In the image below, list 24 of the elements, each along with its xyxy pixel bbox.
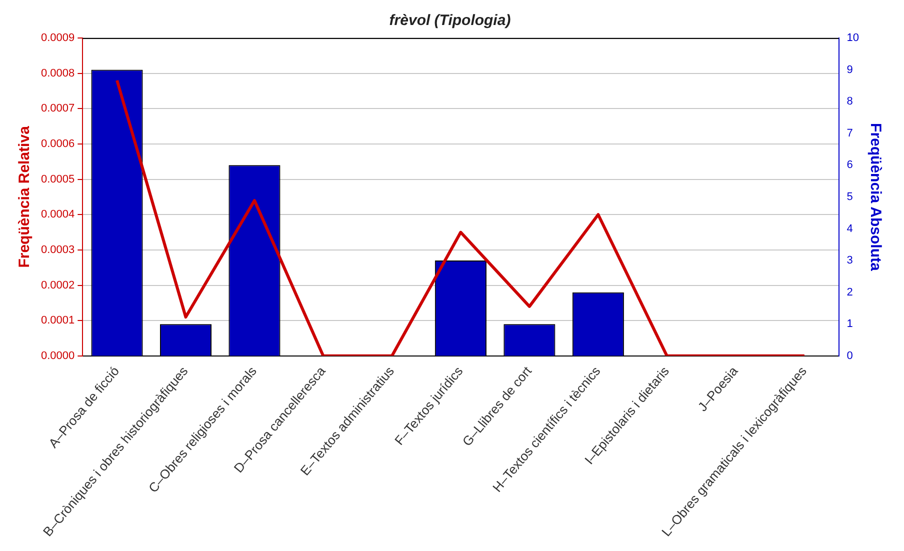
y-tick-label: 0.0007 xyxy=(40,102,75,115)
y2-axis-title: Freqüència Absoluta xyxy=(866,123,884,272)
y2-tick-label: 7 xyxy=(846,127,853,140)
y-tick-label: 0.0001 xyxy=(40,314,75,327)
y2-tick-label: 8 xyxy=(846,96,853,108)
y2-tick-label: 0 xyxy=(846,350,853,362)
y-tick-label: 0.0006 xyxy=(40,138,75,150)
y-tick-label: 0.0005 xyxy=(40,173,75,186)
y-tick-label: 0.0002 xyxy=(40,279,75,292)
y2-tick-label: 6 xyxy=(846,159,853,172)
y-tick-label: 0.0004 xyxy=(40,208,75,221)
y2-tick-label: 2 xyxy=(846,286,853,298)
y2-tick-label: 3 xyxy=(846,254,853,267)
y-tick-label: 0.0003 xyxy=(40,244,75,256)
y2-tick-label: 1 xyxy=(846,318,853,330)
y-tick-label: 0.0000 xyxy=(40,350,75,362)
y2-tick-label: 5 xyxy=(846,190,853,203)
y2-tick-label: 10 xyxy=(846,32,860,44)
chart-title: frèvol (Tipologia) xyxy=(389,12,511,30)
y2-tick-label: 4 xyxy=(846,222,853,235)
y-tick-label: 0.0009 xyxy=(40,32,75,44)
y-tick-label: 0.0008 xyxy=(40,67,75,80)
y2-tick-label: 9 xyxy=(846,64,853,76)
y-axis-title: Freqüència Relativa xyxy=(16,125,34,268)
